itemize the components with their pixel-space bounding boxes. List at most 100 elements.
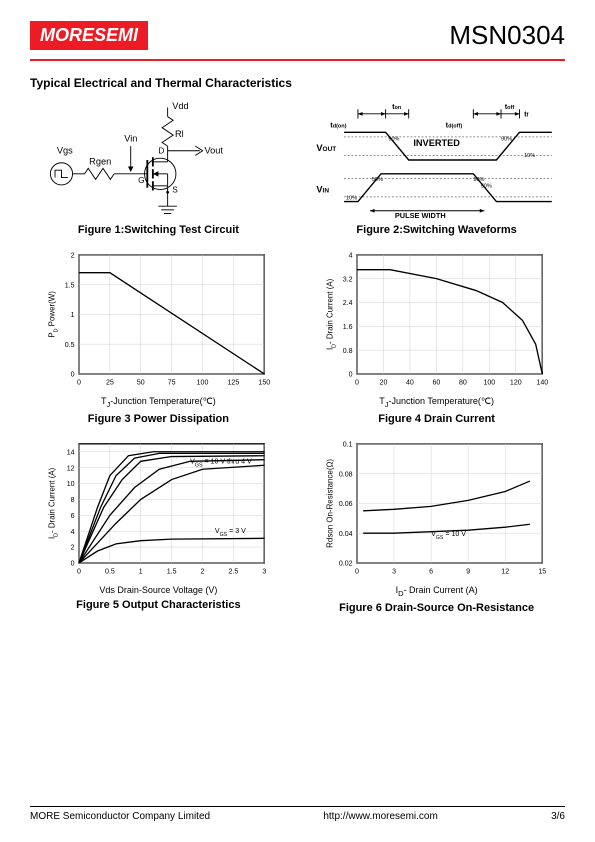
svg-text:3.2: 3.2	[343, 276, 353, 283]
svg-text:50: 50	[137, 380, 145, 387]
svg-text:90%: 90%	[474, 177, 485, 183]
svg-text:VGS = 10 V: VGS = 10 V	[431, 531, 466, 541]
svg-text:8: 8	[71, 497, 75, 504]
svg-text:150: 150	[258, 380, 270, 387]
header-divider	[30, 59, 565, 61]
svg-text:140: 140	[537, 380, 549, 387]
svg-text:75: 75	[168, 380, 176, 387]
fig5-xlabel: Vds Drain-Source Voltage (V)	[30, 585, 287, 595]
svg-text:1.6: 1.6	[343, 324, 353, 331]
svg-text:2.5: 2.5	[229, 568, 239, 575]
svg-text:PULSE WIDTH: PULSE WIDTH	[395, 211, 446, 220]
svg-text:6: 6	[429, 568, 433, 575]
fig2-diagram: td(on) ton td(off) toff tf VOUT INVERTED…	[308, 100, 565, 220]
part-number: MSN0304	[449, 20, 565, 51]
row-diagrams: Vgs Rgen G Vin	[30, 100, 565, 236]
svg-text:1.5: 1.5	[167, 568, 177, 575]
fig4-col: 02040608010012014000.81.62.43.24ID- Drai…	[308, 246, 565, 425]
vdd-label: Vdd	[172, 101, 188, 111]
svg-text:Rdson On-Resistance(Ω): Rdson On-Resistance(Ω)	[325, 458, 334, 547]
brand-logo: MORESEMI	[30, 21, 148, 50]
svg-text:VGS = 3 V: VGS = 3 V	[215, 528, 246, 538]
svg-text:1: 1	[71, 312, 75, 319]
svg-text:100: 100	[484, 380, 496, 387]
svg-text:12: 12	[67, 465, 75, 472]
svg-text:2: 2	[71, 252, 75, 259]
svg-text:tf: tf	[524, 110, 528, 119]
svg-text:PD Power(W): PD Power(W)	[47, 291, 59, 338]
svg-text:0: 0	[71, 560, 75, 567]
vgs-label: Vgs	[57, 146, 73, 156]
svg-text:3: 3	[262, 568, 266, 575]
fig5-caption: Figure 5 Output Characteristics	[30, 599, 287, 611]
svg-text:0.8: 0.8	[343, 348, 353, 355]
svg-text:100: 100	[197, 380, 209, 387]
svg-text:10%: 10%	[346, 196, 357, 202]
svg-text:td(on): td(on)	[330, 121, 346, 130]
fig1-col: Vgs Rgen G Vin	[30, 100, 287, 236]
svg-text:4: 4	[349, 252, 353, 259]
svg-text:10: 10	[67, 481, 75, 488]
svg-text:60: 60	[433, 380, 441, 387]
fig6-xlabel: ID- Drain Current (A)	[308, 585, 565, 598]
svg-text:125: 125	[228, 380, 240, 387]
svg-text:10%: 10%	[524, 153, 535, 159]
svg-text:0.5: 0.5	[105, 568, 115, 575]
svg-text:40: 40	[406, 380, 414, 387]
svg-text:0: 0	[77, 568, 81, 575]
svg-text:2: 2	[201, 568, 205, 575]
svg-text:0: 0	[355, 380, 359, 387]
svg-text:VOUT: VOUT	[317, 143, 337, 153]
svg-text:50%: 50%	[372, 177, 383, 183]
fig5-chart: 00.511.522.5302468101214VGS = 10 V thru …	[30, 435, 287, 585]
svg-text:toff: toff	[505, 102, 515, 111]
svg-text:2: 2	[71, 545, 75, 552]
row-charts-1: 025507510012515000.511.52PD Power(W) TJ-…	[30, 246, 565, 425]
svg-text:0.02: 0.02	[339, 560, 353, 567]
svg-text:3: 3	[392, 568, 396, 575]
footer-url: http://www.moresemi.com	[323, 811, 437, 822]
fig4-chart: 02040608010012014000.81.62.43.24ID- Drai…	[308, 246, 565, 396]
page-footer: MORE Semiconductor Company Limited http:…	[30, 806, 565, 822]
svg-text:1.5: 1.5	[65, 282, 75, 289]
svg-text:9: 9	[466, 568, 470, 575]
svg-text:0.04: 0.04	[339, 531, 353, 538]
svg-text:td(off): td(off)	[446, 121, 463, 130]
fig5-col: 00.511.522.5302468101214VGS = 10 V thru …	[30, 435, 287, 614]
page-header: MORESEMI MSN0304	[30, 20, 565, 51]
svg-text:ID- Drain Current (A): ID- Drain Current (A)	[47, 467, 59, 539]
svg-text:0: 0	[349, 372, 353, 379]
svg-text:0: 0	[71, 372, 75, 379]
svg-text:ID- Drain Current (A): ID- Drain Current (A)	[325, 278, 337, 350]
footer-company: MORE Semiconductor Company Limited	[30, 811, 210, 822]
fig3-caption: Figure 3 Power Dissipation	[30, 413, 287, 425]
rgen-label: Rgen	[89, 157, 111, 167]
svg-text:20: 20	[380, 380, 388, 387]
svg-text:0.06: 0.06	[339, 501, 353, 508]
svg-text:0: 0	[355, 568, 359, 575]
fig2-caption: Figure 2:Switching Waveforms	[308, 224, 565, 236]
section-title: Typical Electrical and Thermal Character…	[30, 76, 565, 90]
fig6-col: 0 3 6 9 12 15 0.02 0.04 0.06 0.08 0.1 VGS = 10 V Rds…	[308, 435, 565, 614]
svg-text:90%: 90%	[389, 137, 400, 143]
svg-text:90%: 90%	[501, 137, 512, 143]
g-label: G	[138, 175, 144, 185]
row-charts-2: 00.511.522.5302468101214VGS = 10 V thru …	[30, 435, 565, 614]
svg-text:12: 12	[502, 568, 510, 575]
svg-text:0: 0	[77, 380, 81, 387]
fig3-chart: 025507510012515000.511.52PD Power(W)	[30, 246, 287, 396]
svg-text:25: 25	[106, 380, 114, 387]
fig6-caption: Figure 6 Drain-Source On-Resistance	[308, 602, 565, 614]
fig4-caption: Figure 4 Drain Current	[308, 413, 565, 425]
svg-text:0.08: 0.08	[339, 471, 353, 478]
svg-text:120: 120	[510, 380, 522, 387]
svg-text:2.4: 2.4	[343, 300, 353, 307]
svg-text:14: 14	[67, 449, 75, 456]
svg-text:50%: 50%	[481, 184, 492, 190]
s-label: S	[172, 184, 178, 194]
svg-text:15: 15	[539, 568, 547, 575]
footer-page: 3/6	[551, 811, 565, 822]
svg-text:0.1: 0.1	[343, 441, 353, 448]
d-label: D	[158, 146, 164, 156]
svg-text:ton: ton	[392, 102, 402, 111]
